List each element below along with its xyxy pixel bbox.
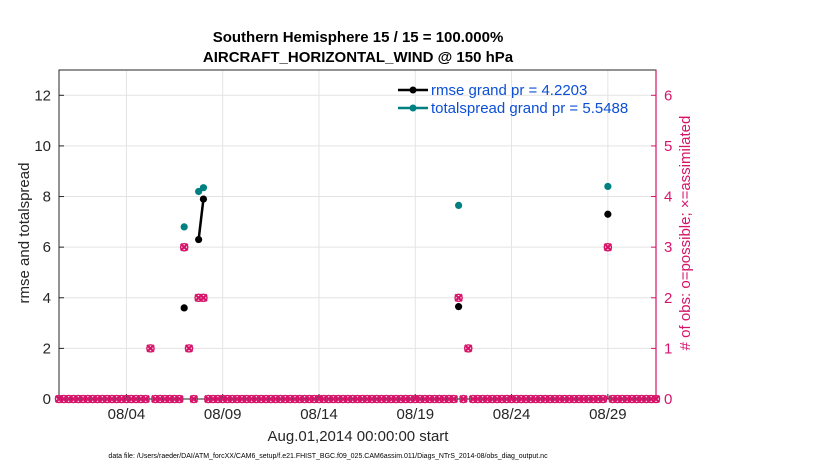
y-right-tick-label: 6 bbox=[664, 87, 672, 104]
y-tick-label: 6 bbox=[43, 239, 51, 256]
rmse-point bbox=[199, 195, 208, 203]
y-axis-label: rmse and totalspread bbox=[16, 163, 33, 304]
obs-possible-point bbox=[459, 394, 468, 404]
legend: rmse grand pr = 4.2203 totalspread grand… bbox=[398, 82, 628, 117]
obs-possible-point bbox=[603, 242, 613, 252]
data-series bbox=[180, 182, 612, 312]
obs-assimilated-point bbox=[603, 242, 613, 252]
chart-subtitle: AIRCRAFT_HORIZONTAL_WIND @ 150 hPa bbox=[203, 49, 514, 66]
legend-spread-marker bbox=[409, 104, 417, 112]
legend-rmse-marker bbox=[409, 86, 417, 94]
rmse-point bbox=[195, 235, 203, 244]
obs-assimilated-point bbox=[449, 394, 458, 404]
y-axis-right-label: # of obs: o=possible; ×=assimilated bbox=[677, 116, 694, 351]
obs-possible-point bbox=[449, 394, 459, 404]
x-tick-label: 08/24 bbox=[493, 406, 531, 423]
obs-possible-point bbox=[175, 394, 184, 404]
obs-possible-point bbox=[141, 394, 150, 404]
legend-rmse-label: rmse grand pr = 4.2203 bbox=[431, 82, 587, 99]
obs-assimilated-point bbox=[199, 293, 208, 302]
obs-assimilated-point bbox=[464, 344, 473, 353]
obs-assimilated-point bbox=[141, 394, 150, 404]
y-tick-label: 10 bbox=[34, 138, 51, 155]
obs-possible-point bbox=[189, 394, 199, 404]
obs-possible-point bbox=[454, 293, 463, 303]
obs-assimilated-point bbox=[146, 344, 155, 353]
obs-possible-point bbox=[598, 394, 608, 404]
y-right-tick-label: 1 bbox=[664, 340, 672, 357]
rmse-line bbox=[197, 198, 205, 240]
legend-spread-label: totalspread grand pr = 5.5488 bbox=[431, 100, 628, 117]
y-right-tick-label: 5 bbox=[664, 138, 672, 155]
chart-title: Southern Hemisphere 15 / 15 = 100.000% bbox=[213, 29, 504, 46]
x-tick-label: 08/19 bbox=[397, 406, 435, 423]
obs-assimilated-point bbox=[651, 394, 661, 404]
rmse-point bbox=[604, 210, 612, 218]
obs-assimilated-point bbox=[459, 394, 468, 404]
totalspread-point bbox=[199, 184, 208, 192]
rmse-point bbox=[180, 304, 188, 312]
y-axis-right: 0 1 2 3 4 5 6 bbox=[651, 70, 672, 408]
obs-possible-point bbox=[179, 242, 189, 252]
obs-possible-point bbox=[463, 344, 473, 353]
obs-assimilated-point bbox=[598, 394, 608, 404]
y-right-tick-label: 0 bbox=[664, 391, 672, 408]
totalspread-point bbox=[180, 223, 188, 231]
totalspread-point bbox=[195, 187, 203, 196]
rmse-point bbox=[455, 303, 463, 311]
obs-possible-point bbox=[651, 394, 661, 404]
x-tick-label: 08/29 bbox=[589, 406, 627, 423]
y-right-tick-label: 3 bbox=[664, 239, 672, 256]
grid-lines bbox=[59, 70, 656, 400]
y-tick-label: 2 bbox=[43, 340, 51, 357]
y-tick-label: 12 bbox=[34, 87, 51, 104]
totalspread-point bbox=[604, 182, 612, 191]
obs-assimilated-point bbox=[175, 394, 184, 404]
y-right-tick-label: 2 bbox=[664, 290, 672, 307]
x-axis-label: Aug.01,2014 00:00:00 start bbox=[268, 428, 450, 445]
obs-assimilated-point bbox=[189, 394, 198, 404]
x-tick-label: 08/04 bbox=[108, 406, 146, 423]
obs-count-series bbox=[54, 242, 661, 404]
y-tick-label: 4 bbox=[43, 290, 51, 307]
obs-assimilated-point bbox=[184, 344, 194, 353]
x-axis: 08/04 08/09 08/14 08/19 08/24 08/29 bbox=[108, 394, 627, 423]
x-tick-label: 08/09 bbox=[204, 406, 242, 423]
totalspread-point bbox=[455, 201, 463, 209]
obs-assimilated-point bbox=[454, 293, 463, 302]
y-tick-label: 8 bbox=[43, 189, 51, 206]
y-tick-label: 0 bbox=[43, 391, 51, 408]
obs-possible-point bbox=[184, 344, 194, 353]
x-tick-label: 08/14 bbox=[300, 406, 338, 423]
data-file-footnote: data file: /Users/raeder/DAI/ATM_forcXX/… bbox=[108, 453, 548, 460]
y-axis-left: 0 2 4 6 8 10 12 bbox=[34, 87, 64, 408]
obs-assimilated-point bbox=[179, 242, 189, 252]
y-right-tick-label: 4 bbox=[664, 189, 672, 206]
obs-possible-point bbox=[146, 344, 155, 353]
